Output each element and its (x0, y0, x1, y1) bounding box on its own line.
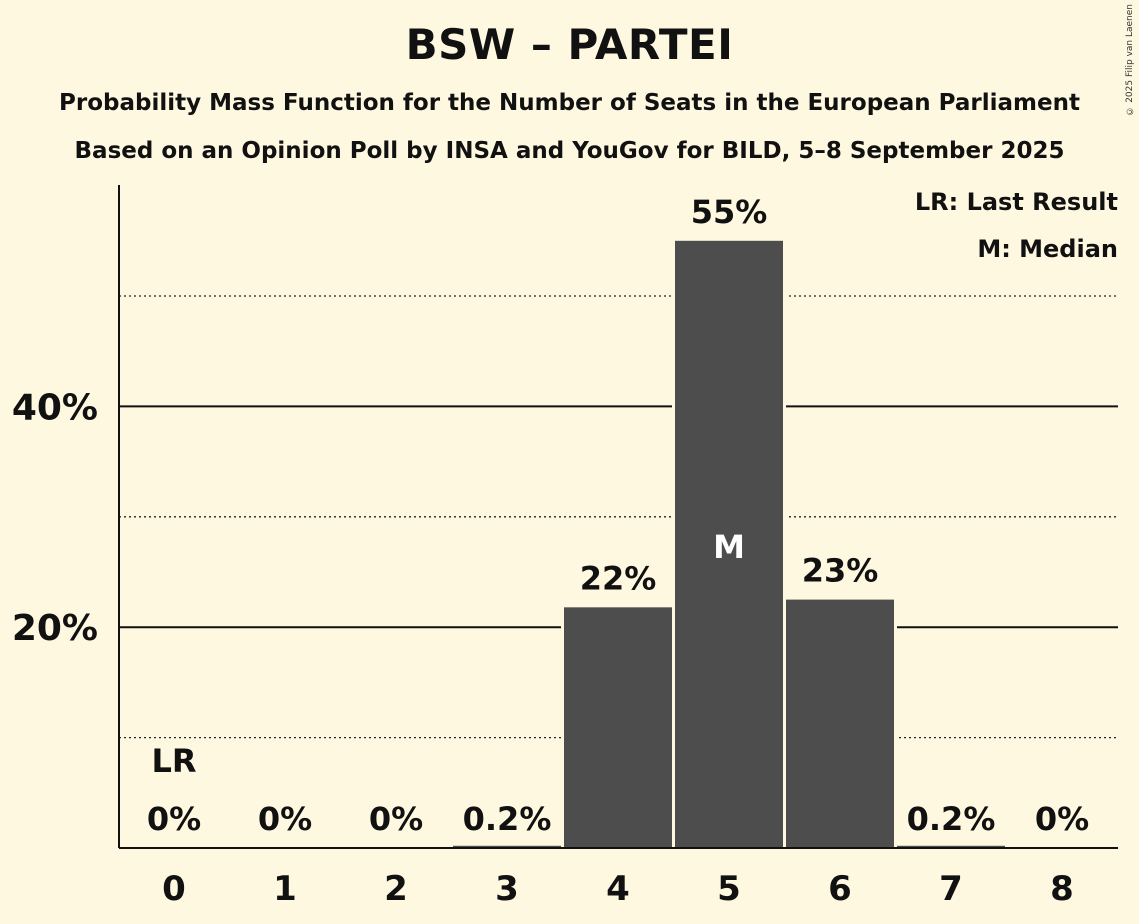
value-label: 0.2% (463, 800, 552, 838)
x-tick-label: 3 (495, 869, 519, 909)
bar-seats-4 (564, 607, 672, 848)
axes (118, 185, 1118, 849)
x-tick-label: 1 (273, 869, 297, 909)
median-marker: M (713, 528, 745, 566)
x-tick-label: 7 (939, 869, 963, 909)
x-tick-label: 0 (162, 869, 186, 909)
bar-seats-3 (453, 845, 561, 848)
x-tick-label: 2 (384, 869, 408, 909)
chart-subtitle-2: Based on an Opinion Poll by INSA and You… (74, 138, 1065, 164)
bar-seats-7 (897, 845, 1005, 848)
y-tick-label: 20% (12, 608, 98, 649)
value-label: 23% (802, 552, 879, 590)
bars (450, 237, 1008, 849)
value-label: 55% (691, 193, 768, 231)
bar-seats-6 (786, 599, 894, 848)
value-label: 0% (258, 800, 312, 838)
x-tick-label: 6 (828, 869, 852, 909)
x-tick-label: 4 (606, 869, 630, 909)
legend-last-result: LR: Last Result (915, 188, 1118, 216)
legend-median: M: Median (977, 235, 1118, 263)
bar-gap (894, 842, 1008, 848)
bar-gap (450, 842, 564, 848)
value-label: 22% (580, 559, 657, 597)
last-result-marker: LR (151, 742, 196, 780)
bar-seats-5 (675, 240, 783, 849)
value-label: 0% (147, 800, 201, 838)
chart-title: BSW – PARTEI (405, 20, 734, 69)
x-tick-label: 5 (717, 869, 741, 909)
value-label: 0.2% (907, 800, 996, 838)
x-tick-label: 8 (1050, 869, 1074, 909)
value-label: 0% (369, 800, 423, 838)
chart-subtitle-1: Probability Mass Function for the Number… (59, 90, 1080, 116)
labels: 20% 40% 0% 0 0% 1 0% 2 0.2% 3 22% 4 55% 5 23% 6 0.2% 7 0% 8… (12, 193, 1089, 909)
value-label: 0% (1035, 800, 1089, 838)
y-tick-label: 40% (12, 387, 98, 428)
